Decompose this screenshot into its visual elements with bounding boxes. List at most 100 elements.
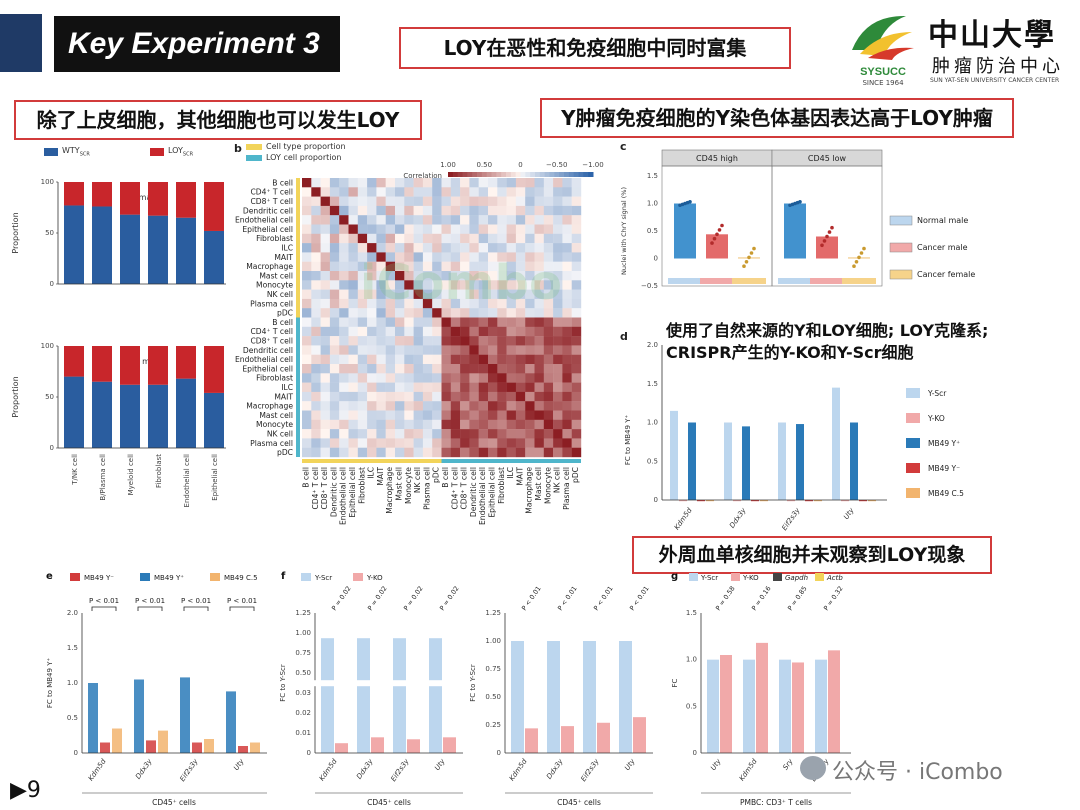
legend-loy-prop: LOY cell proportion <box>266 153 342 162</box>
legend-swatch <box>773 573 782 581</box>
colorbar-segment <box>535 172 541 177</box>
heatmap-cell <box>478 354 489 365</box>
heatmap-cell <box>311 438 321 448</box>
heatmap-cell <box>460 326 470 337</box>
heatmap-cell <box>376 280 386 290</box>
panel-d-chart: 0 0.5 1.0 1.5 2.0 FC to MB49 Y⁺ Kdm5d Ddx3y Eif2… <box>624 341 964 532</box>
col-label: Endothelial cell <box>339 467 348 525</box>
heatmap-cell <box>357 187 368 197</box>
heatmap-cell <box>506 289 517 300</box>
heatmap-cell <box>525 224 535 234</box>
p-value: P < 0.01 <box>135 597 165 605</box>
y-tick-label: 0 <box>50 444 54 452</box>
heatmap-cell <box>339 187 349 197</box>
heatmap-cell <box>515 419 526 430</box>
heatmap-cell <box>404 419 414 430</box>
heatmap-cell <box>357 419 368 430</box>
heatmap-cell <box>497 261 507 272</box>
heatmap-cell <box>432 271 442 281</box>
heatmap-cell <box>460 354 470 365</box>
heatmap-cell <box>311 391 321 402</box>
heatmap-cell <box>460 215 470 225</box>
heatmap-cell <box>404 271 414 281</box>
y-tick-label: 100 <box>41 342 54 350</box>
heatmap-cell <box>302 364 312 374</box>
heatmap-cell <box>329 289 340 300</box>
heatmap-cell <box>543 215 554 225</box>
heatmap-cell <box>413 326 424 337</box>
heatmap-cell <box>506 187 517 197</box>
col-label: Monocyte <box>404 467 413 504</box>
heatmap-cell <box>525 429 535 439</box>
heatmap-cell <box>441 391 451 402</box>
p-value: P < 0.01 <box>181 597 211 605</box>
heatmap-cell <box>385 410 396 420</box>
heatmap-cell <box>376 401 386 411</box>
heatmap-cell <box>302 196 312 207</box>
heatmap-cell <box>376 289 386 300</box>
heatmap-cell <box>469 243 479 253</box>
heatmap-cell <box>562 280 572 290</box>
heatmap-cell <box>515 196 526 207</box>
row-label: MAIT <box>274 392 293 401</box>
y-tick-label: 1.00 <box>295 629 311 637</box>
heatmap-cell <box>311 233 321 244</box>
y-tick-label: 0.02 <box>295 709 311 717</box>
heatmap-cell <box>543 252 554 262</box>
facet-label: CD45 high <box>696 154 738 163</box>
heatmap-cell <box>432 280 442 290</box>
heatmap-cell <box>488 438 498 448</box>
bar-yscr <box>429 638 442 753</box>
heatmap-cell <box>357 438 368 448</box>
axis-break <box>312 680 462 687</box>
heatmap-cell <box>339 261 349 272</box>
header-accent-bar <box>0 14 42 72</box>
heatmap-cell <box>562 401 572 411</box>
heatmap-cell <box>469 410 479 420</box>
heatmap-cell <box>450 354 461 365</box>
heatmap-cell <box>515 252 526 262</box>
heatmap-cell <box>506 401 517 411</box>
heatmap-cell <box>469 187 479 197</box>
heatmap-cell <box>553 308 563 318</box>
colorbar-segment <box>496 172 502 177</box>
heatmap-cell <box>367 233 377 244</box>
heatmap-cell <box>385 215 396 225</box>
bar <box>192 742 202 753</box>
colorbar-segment <box>549 172 555 177</box>
y-axis-label: Proportion <box>11 376 20 417</box>
heatmap-cell <box>553 429 563 439</box>
heatmap-cell <box>413 391 424 402</box>
heatmap-cell <box>395 438 405 448</box>
heatmap-cell <box>497 308 507 318</box>
heatmap-cell <box>413 233 424 244</box>
heatmap-cell <box>534 298 544 309</box>
bar <box>796 424 804 500</box>
heatmap-cell <box>534 410 544 420</box>
heatmap-cell <box>553 382 563 393</box>
heatmap-cell <box>376 178 386 188</box>
heatmap-cell <box>404 447 414 458</box>
y-tick-label: 0.50 <box>295 669 311 677</box>
heatmap-cell <box>395 271 405 281</box>
heatmap-cell <box>404 243 414 253</box>
bar-yscr <box>743 659 755 753</box>
heatmap-cell <box>488 261 498 272</box>
heatmap-cell <box>562 317 572 327</box>
heatmap-cell <box>413 419 424 430</box>
colorbar-segment <box>448 172 454 177</box>
heatmap-cell <box>525 326 535 337</box>
heatmap-cell <box>311 401 321 411</box>
heatmap-cell <box>478 447 489 458</box>
col-label: MAIT <box>515 467 524 486</box>
heatmap-cell <box>339 419 349 430</box>
heatmap-cell <box>515 391 526 402</box>
heatmap-cell <box>357 271 368 281</box>
legend-label: Y-KO <box>927 414 945 423</box>
heatmap-cell <box>543 308 554 318</box>
panel-c-chart: CD45 high CD45 low −0.5 0 0.5 1.0 1.5 Nuclei wi… <box>620 149 975 290</box>
heatmap-cell <box>339 429 349 439</box>
heatmap-cell <box>525 419 535 430</box>
heatmap-cell <box>460 382 470 393</box>
significance-bracket <box>229 606 255 611</box>
